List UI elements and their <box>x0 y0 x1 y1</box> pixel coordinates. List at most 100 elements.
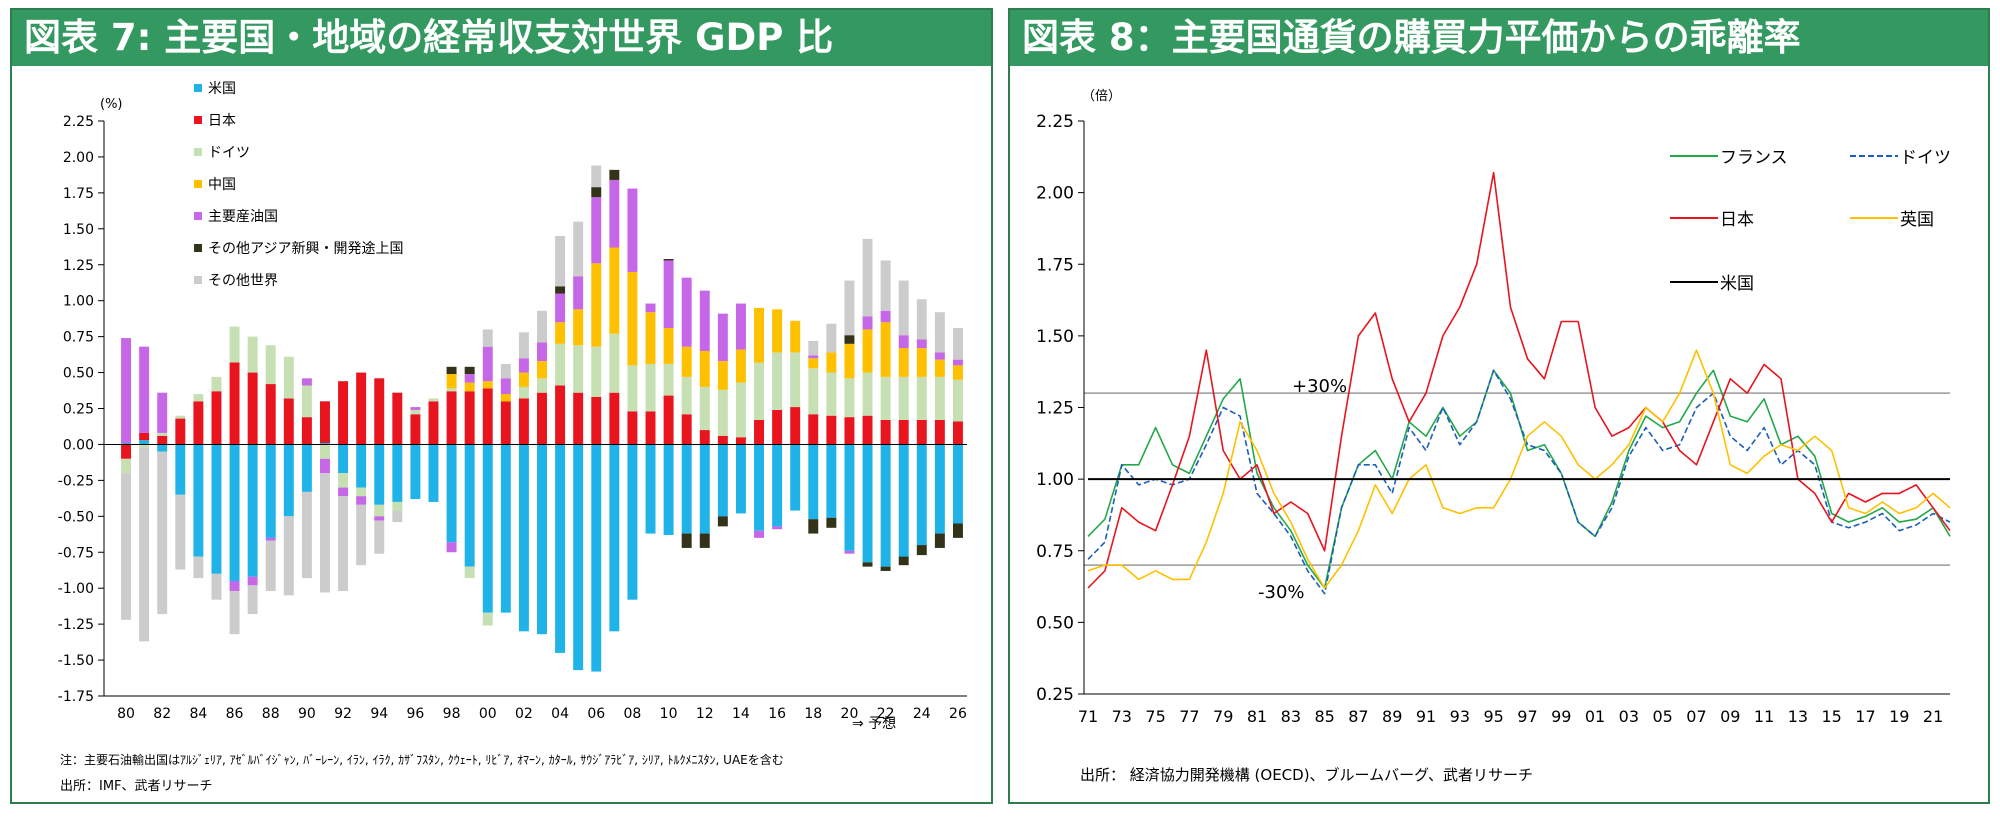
chart7-bar-segment <box>121 338 132 443</box>
chart7-bar-segment <box>482 612 493 626</box>
chart7-bar-segment <box>916 545 927 556</box>
chart7-bar-segment <box>934 444 945 534</box>
chart7-bar-segment <box>681 533 692 548</box>
chart7-bar-segment <box>482 346 493 382</box>
chart7-bar-segment <box>392 501 403 511</box>
chart7-bar-segment <box>500 394 511 402</box>
chart7-xtick-label: 12 <box>696 706 714 722</box>
chart7-bar-segment <box>772 444 783 527</box>
chart7-bar-segment <box>555 293 566 323</box>
chart8-xtick-label: 93 <box>1450 707 1470 726</box>
chart7-bar-segment <box>591 397 602 445</box>
chart7-bar-segment <box>265 537 276 541</box>
chart7-bar-segment <box>609 247 620 334</box>
chart7-bar-segment <box>880 420 891 445</box>
chart7-bar-segment <box>301 444 312 492</box>
chart7-bar-segment <box>952 359 963 366</box>
chart7-bar-segment <box>880 322 891 377</box>
chart7-bar-segment <box>862 238 873 317</box>
chart7-bar-segment <box>573 309 584 346</box>
chart7-bar-segment <box>555 385 566 445</box>
chart7-bar-segment <box>356 487 367 497</box>
chart7-xtick-label: 86 <box>226 706 244 722</box>
chart7-xtick-label: 82 <box>153 706 171 722</box>
chart7-ytick-label: 1.00 <box>63 294 94 310</box>
chart7-bar-segment <box>681 277 692 347</box>
chart7-bar-segment <box>193 444 204 557</box>
chart7-bar-segment <box>392 392 403 445</box>
chart7-bar-segment <box>500 378 511 395</box>
chart7-bar-segment <box>699 444 710 534</box>
chart7-legend-swatch <box>194 84 202 92</box>
chart7-bar-segment <box>211 444 222 574</box>
chart7-bar-segment <box>283 444 294 517</box>
chart7-bar-segment <box>717 313 728 362</box>
chart7-bar-segment <box>464 444 475 567</box>
chart8-ytick-label: 2.25 <box>1036 112 1074 132</box>
chart7-bar-segment <box>826 415 837 445</box>
chart7-ytick-label: -1.50 <box>58 653 94 669</box>
chart7-bar-segment <box>952 328 963 360</box>
chart7-bar-segment <box>952 444 963 524</box>
chart8-legend-label: ドイツ <box>1900 148 1951 168</box>
chart7-xtick-label: 22 <box>877 706 895 722</box>
chart7-bar-segment <box>645 411 656 445</box>
chart7-bar-segment <box>898 376 909 420</box>
chart7-bar-segment <box>898 335 909 349</box>
chart7-bar-segment <box>573 444 584 671</box>
chart7-bar-segment <box>537 342 547 362</box>
chart8-xtick-label: 21 <box>1923 707 1943 726</box>
chart7-bar-segment <box>952 365 963 380</box>
chart7-ytick-label: 2.00 <box>63 150 94 166</box>
chart8-ytick-label: 0.25 <box>1036 685 1074 705</box>
chart7-bar-segment <box>229 362 240 445</box>
chart8-plus-label: +30% <box>1292 376 1347 397</box>
chart7-xtick-label: 16 <box>768 706 786 722</box>
chart8-minus-label: -30% <box>1258 582 1305 603</box>
chart7-bar-segment <box>500 444 511 613</box>
chart7-bar-segment <box>555 444 566 653</box>
chart7-bar-segment <box>283 516 294 596</box>
chart7-bar-segment <box>790 444 801 511</box>
chart7-bar-segment <box>446 374 457 389</box>
chart7-bar-segment <box>157 444 168 452</box>
chart8-xtick-label: 95 <box>1483 707 1503 726</box>
chart7-bar-segment <box>790 352 801 408</box>
chart7-bar-segment <box>934 312 945 353</box>
chart7-bar-segment <box>591 197 602 264</box>
chart8-xtick-label: 83 <box>1281 707 1301 726</box>
chart7-bar-segment <box>645 444 656 534</box>
chart8-ytick-label: 0.50 <box>1036 613 1074 633</box>
chart7-bar-segment <box>446 391 457 445</box>
chart7-bar-segment <box>283 356 294 399</box>
chart7-bar-segment <box>283 398 294 445</box>
chart7-bar-segment <box>229 444 240 581</box>
chart7-bar-segment <box>464 382 475 392</box>
chart7-bar-segment <box>627 444 638 600</box>
chart8-series-line <box>1087 349 1951 589</box>
chart7-bar-segment <box>754 420 764 445</box>
chart7-source: 出所：IMF、武者リサーチ <box>60 779 213 794</box>
chart7-bar-segment <box>573 276 584 310</box>
chart7-bar-segment <box>247 372 258 445</box>
chart7-bar-segment <box>121 458 132 474</box>
chart7-bar-segment <box>844 417 855 445</box>
chart7-bar-segment <box>735 349 746 383</box>
chart7-bar-segment <box>338 444 349 474</box>
chart7-bar-segment <box>898 556 909 566</box>
chart7-bar-segment <box>627 365 638 412</box>
chart7-ytick-label: 0.00 <box>63 437 94 453</box>
chart7-bar-segment <box>157 451 168 615</box>
chart7-legend-label: 日本 <box>208 113 236 129</box>
chart7-bar-segment <box>175 418 186 445</box>
chart7-bar-segment <box>808 414 819 445</box>
chart7-bar-segment <box>735 437 746 445</box>
chart7-bar-segment <box>265 540 276 592</box>
chart7-bar-segment <box>555 343 566 386</box>
chart7-bar-segment <box>175 494 186 570</box>
chart7-bar-segment <box>356 444 367 488</box>
chart7-bar-segment <box>247 576 258 586</box>
chart7-bar-segment <box>627 411 638 445</box>
chart8-ytick-label: 1.75 <box>1036 255 1074 275</box>
chart7-bar-segment <box>862 444 873 563</box>
